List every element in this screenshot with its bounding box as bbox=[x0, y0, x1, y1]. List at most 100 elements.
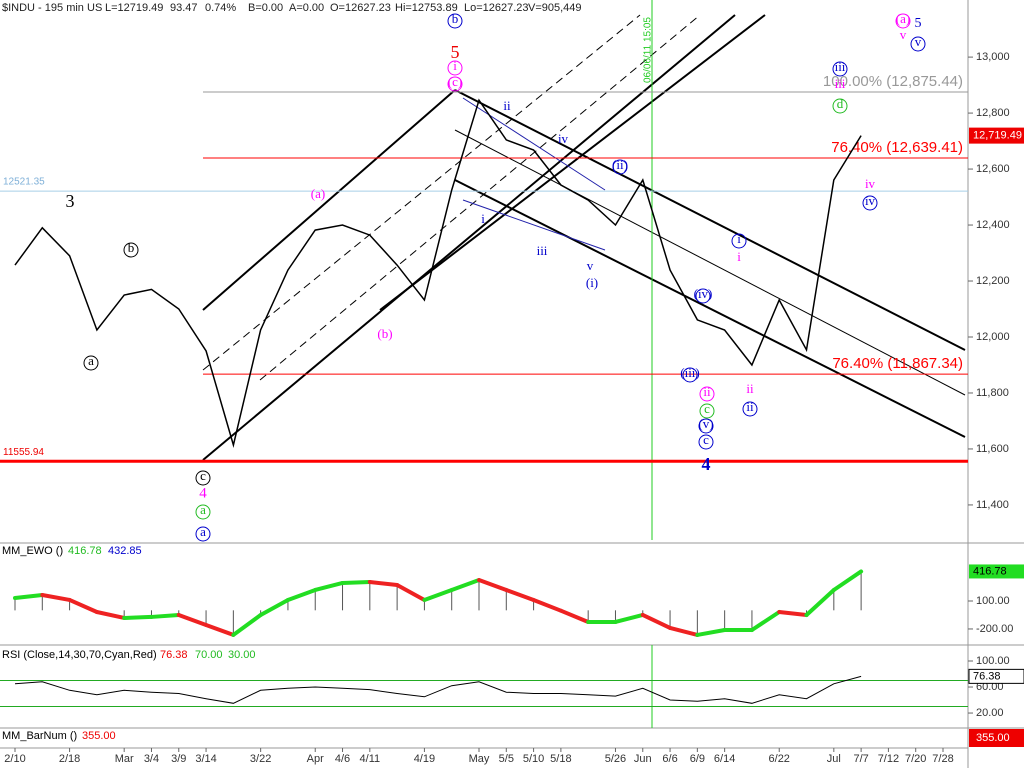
wave-label: d bbox=[837, 96, 844, 111]
wave-label: ii bbox=[746, 381, 754, 396]
data-layer: 11,400 11,600 11,800 12,000 12,200 12,400 12,6… bbox=[0, 51, 1024, 765]
channel-line bbox=[202, 14, 641, 371]
ewo-segment bbox=[367, 579, 400, 588]
trend-line bbox=[454, 89, 966, 351]
annotations: 3 b a c 4 a a (a) (b) b 5 i (c) ii iv i … bbox=[66, 11, 926, 542]
x-tick-label: 5/26 bbox=[605, 753, 626, 765]
wave-label: iii bbox=[537, 243, 548, 258]
label-circle bbox=[682, 367, 698, 383]
label-circle bbox=[447, 13, 463, 29]
ewo-segment bbox=[558, 608, 591, 624]
y-tick-label: 60.00 bbox=[976, 681, 1004, 693]
header-item: 93.47 bbox=[170, 2, 198, 14]
ewo-segment bbox=[831, 569, 864, 592]
ewo-segment bbox=[313, 580, 345, 592]
wave-label: (a) bbox=[311, 186, 325, 201]
ewo-segment bbox=[231, 612, 263, 637]
x-tick-label: May bbox=[469, 753, 490, 765]
ewo-segment bbox=[777, 609, 809, 617]
wave-label: v bbox=[915, 34, 922, 49]
header-item: $INDU - 195 min bbox=[2, 2, 84, 14]
label-circle bbox=[195, 504, 211, 520]
x-tick-label: 5/10 bbox=[523, 753, 544, 765]
barnum-last: 355.00 bbox=[976, 732, 1010, 744]
label-circle bbox=[910, 36, 926, 52]
x-tick-label: 5/5 bbox=[499, 753, 514, 765]
ewo-segment bbox=[285, 587, 318, 602]
ewo-segment bbox=[122, 614, 154, 620]
rsi-readout: 30.00 bbox=[228, 649, 256, 661]
ewo-segment bbox=[477, 578, 509, 592]
wave-label: c bbox=[200, 468, 206, 483]
ewo-tag-label: 416.78 bbox=[973, 565, 1007, 577]
price-tag-label: 12,719.49 bbox=[973, 130, 1022, 142]
wave-label: c bbox=[704, 401, 710, 416]
wave-label: (i) bbox=[586, 275, 598, 290]
wave-label: a bbox=[200, 524, 206, 539]
x-tick-label: 6/22 bbox=[769, 753, 790, 765]
x-tick-label: 3/14 bbox=[195, 753, 216, 765]
trend-line bbox=[454, 179, 966, 438]
price-tag bbox=[969, 127, 1024, 144]
wave-label: b bbox=[452, 11, 459, 26]
wave-label: (b) bbox=[377, 326, 392, 341]
x-tick-label: Jun bbox=[634, 753, 652, 765]
label-circle bbox=[895, 13, 911, 29]
rsi-title: RSI (Close,14,30,70,Cyan,Red) bbox=[2, 649, 157, 661]
ewo-segment bbox=[176, 612, 209, 627]
x-tick-label: 4/19 bbox=[414, 753, 435, 765]
ewo-segment bbox=[504, 587, 536, 602]
trend-line bbox=[462, 97, 606, 191]
rsi-readout: 76.38 bbox=[160, 649, 188, 661]
barnum-title: MM_BarNum () bbox=[2, 730, 77, 742]
channel-line bbox=[202, 89, 456, 311]
fib-label: 76.40% (12,639.41) bbox=[831, 139, 963, 156]
ewo-segment bbox=[613, 612, 645, 624]
label-circle bbox=[447, 60, 463, 76]
label-circle bbox=[699, 403, 715, 419]
y-tick-label: 11,600 bbox=[976, 443, 1009, 455]
ewo-segment bbox=[749, 609, 782, 632]
barnum-tag bbox=[969, 729, 1024, 747]
wave-label: ii bbox=[703, 384, 711, 399]
wave-label: (a) bbox=[896, 11, 910, 26]
wave-label: iii bbox=[835, 59, 846, 74]
x-tick-label: Apr bbox=[307, 753, 324, 765]
label-circle bbox=[832, 61, 848, 77]
panel-titles: MM_EWO () 416.78 432.85 RSI (Close,14,30… bbox=[2, 545, 1024, 747]
label-circle bbox=[695, 288, 711, 304]
ewo-segment bbox=[531, 597, 563, 613]
y-tick-label: 20.00 bbox=[976, 707, 1004, 719]
wave-label: 4 bbox=[702, 454, 711, 474]
label-circle bbox=[699, 386, 715, 402]
wave-label: v bbox=[587, 258, 594, 273]
header-item: L=12719.49 bbox=[105, 2, 163, 14]
header: $INDU - 195 min US L=12719.49 93.47 0.74… bbox=[2, 2, 582, 14]
wave-label: i bbox=[737, 249, 741, 264]
header-item: B=0.00 bbox=[248, 2, 283, 14]
x-tick-label: 7/7 bbox=[853, 753, 868, 765]
x-tick-label: 3/22 bbox=[250, 753, 271, 765]
x-tick-label: Jul bbox=[827, 753, 841, 765]
channel-line bbox=[259, 14, 701, 381]
ewo-segment bbox=[204, 622, 236, 637]
x-tick-label: 6/9 bbox=[690, 753, 705, 765]
header-item: A=0.00 bbox=[289, 2, 324, 14]
y-tick-label: 11,400 bbox=[976, 499, 1009, 511]
ewo-segment bbox=[422, 587, 454, 602]
ewo-segment bbox=[668, 625, 700, 637]
wave-label: iii bbox=[835, 76, 846, 91]
x-tick-label: 4/11 bbox=[360, 753, 381, 765]
wave-label: (v) bbox=[698, 416, 713, 431]
x-tick-label: 2/18 bbox=[59, 753, 80, 765]
label-circle bbox=[698, 418, 714, 434]
label-circle bbox=[83, 355, 99, 371]
x-tick-label: 6/6 bbox=[662, 753, 677, 765]
ewo-readout: 432.85 bbox=[108, 545, 142, 557]
level-label: 11555.94 bbox=[3, 447, 44, 458]
ewo-segment bbox=[258, 597, 290, 617]
x-tick-label: 7/12 bbox=[878, 753, 899, 765]
x-tick-label: 5/18 bbox=[550, 753, 571, 765]
label-circle bbox=[447, 76, 463, 92]
